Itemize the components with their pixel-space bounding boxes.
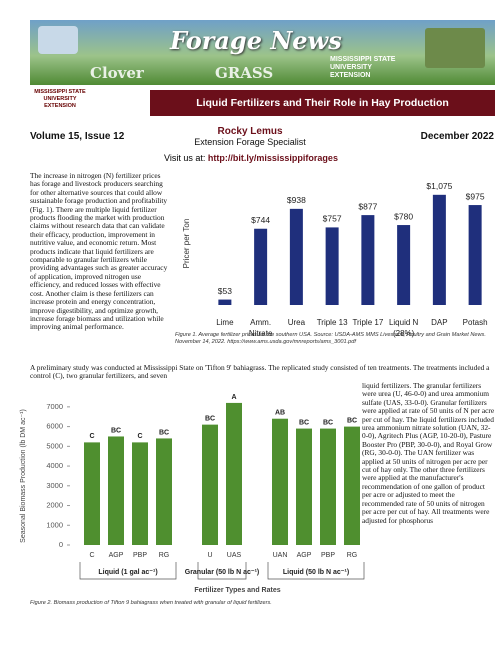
data-label: $53: [218, 286, 232, 296]
bar: [325, 227, 339, 305]
x-tick-label: Triple 17: [352, 318, 384, 327]
x-tick-label: RG: [159, 552, 170, 559]
bar: [397, 225, 411, 305]
data-label: A: [231, 394, 236, 401]
x-tick-label: U: [207, 552, 212, 559]
group-bracket: [267, 562, 365, 580]
x-tick-label: DAP: [431, 318, 448, 327]
data-label: $744: [251, 215, 270, 225]
banner-photo: [38, 26, 78, 54]
data-label: $877: [358, 201, 377, 211]
x-tick-label: UAN: [273, 552, 288, 559]
bar: [156, 438, 172, 545]
data-label: BC: [323, 419, 333, 426]
y-tick-label: 7000: [46, 402, 63, 411]
y-tick-label: 0: [59, 540, 63, 549]
x-tick-label: AGP: [109, 552, 124, 559]
group-label: Granular (50 lb N ac⁻¹): [185, 569, 260, 576]
x-tick-label: AGP: [297, 552, 312, 559]
x-tick-label: Potash: [462, 318, 488, 327]
bar: [344, 426, 360, 545]
data-label: BC: [299, 419, 309, 426]
data-label: $975: [466, 191, 485, 201]
logo: MISSISSIPPI STATE UNIVERSITY EXTENSION: [34, 89, 86, 109]
x-axis-label: Fertilizer Types and Rates: [194, 587, 280, 594]
banner-photo: [425, 28, 485, 68]
x-tick-label: PBP: [133, 552, 147, 559]
data-label: C: [89, 433, 94, 440]
data-label: $780: [394, 211, 413, 221]
data-label: BC: [205, 415, 215, 422]
bar: [202, 424, 218, 545]
x-tick-label: PBP: [321, 552, 335, 559]
bar: [84, 442, 100, 545]
y-axis-label: Seasonal Biomass Production (lb DM ac⁻¹): [20, 409, 27, 543]
banner-word: Clover: [90, 64, 144, 82]
data-label: $938: [287, 195, 306, 205]
y-tick-label: 2000: [46, 501, 63, 510]
date: December 2022: [420, 131, 494, 142]
author: Rocky Lemus: [217, 126, 283, 137]
x-tick-label: C: [89, 552, 94, 559]
bar: [289, 208, 303, 305]
x-tick-label: Lime: [216, 318, 234, 327]
x-tick-label: UAS: [227, 552, 242, 559]
visit-line: Visit us at: http://bit.ly/mississippifo…: [0, 153, 502, 163]
group-bracket: [197, 562, 247, 580]
caption: Figure 2. Biomass production of Tifton 9…: [30, 600, 272, 606]
chart: Pricer per Ton $53 $744 $938 $757 $877 $780 $1,…: [182, 181, 485, 305]
visit-label: Visit us at:: [164, 153, 206, 163]
issue: Volume 15, Issue 12: [30, 131, 125, 142]
y-tick-label: 5000: [46, 441, 63, 450]
bar: [132, 442, 148, 545]
bar: [254, 228, 268, 305]
caption: Figure 1. Average fertilizer prices for …: [175, 332, 486, 345]
data-label: $1,075: [426, 181, 452, 191]
x-tick-label: Liquid N (28%): [388, 318, 419, 338]
group-label: Liquid (1 gal ac⁻¹): [98, 569, 157, 576]
y-tick-label: 3000: [46, 481, 63, 490]
banner: Forage News MISSISSIPPI STATE UNIVERSITY…: [30, 20, 495, 85]
banner-title: Forage News: [170, 26, 342, 55]
visit-link[interactable]: http://bit.ly/mississippiforages: [207, 153, 338, 163]
group-bracket: [79, 562, 177, 580]
x-tick-label: Triple 13: [316, 318, 348, 327]
author-role: Extension Forage Specialist: [194, 137, 306, 147]
paragraph: The increase in nitrogen (N) fertilizer …: [30, 171, 168, 332]
paragraph: liquid fertilizers. The granular fertili…: [362, 381, 495, 525]
bar: [108, 436, 124, 545]
data-label: BC: [159, 429, 169, 436]
bar: [296, 428, 312, 545]
bar: [320, 428, 336, 545]
y-axis-label: Pricer per Ton: [182, 219, 191, 269]
bar: [468, 205, 482, 305]
group-label: Liquid (50 lb N ac⁻¹): [283, 569, 349, 576]
bar: [361, 215, 375, 305]
figure-2: 0 1000 2000 3000 4000 5000 6000 7000 Seasonal Bi…: [15, 385, 365, 615]
data-label: BC: [347, 417, 357, 424]
y-tick-label: 4000: [46, 461, 63, 470]
x-tick-label: Urea: [287, 318, 306, 327]
x-tick-label: Amm. Nitrate: [248, 318, 273, 338]
article-title: Liquid Fertilizers and Their Role in Hay…: [150, 90, 495, 116]
data-label: $757: [323, 214, 342, 224]
data-label: BC: [111, 427, 121, 434]
bar: [218, 299, 232, 305]
y-tick-label: 1000: [46, 520, 63, 529]
data-label: C: [137, 433, 142, 440]
y-tick-label: 6000: [46, 422, 63, 431]
figure-1: Pricer per Ton $53 $744 $938 $757 $877 $780 $1,…: [175, 172, 495, 362]
data-label: AB: [275, 410, 285, 417]
x-tick-label: RG: [347, 552, 358, 559]
banner-word: GRASS: [215, 64, 274, 82]
bar: [272, 418, 288, 545]
chart: 0 1000 2000 3000 4000 5000 6000 7000 Seasonal Bi…: [20, 394, 365, 594]
bar: [226, 402, 242, 545]
paragraph: A preliminary study was conducted at Mis…: [30, 363, 490, 381]
bar: [432, 194, 446, 305]
banner-org: MISSISSIPPI STATE UNIVERSITY EXTENSION: [330, 56, 396, 79]
